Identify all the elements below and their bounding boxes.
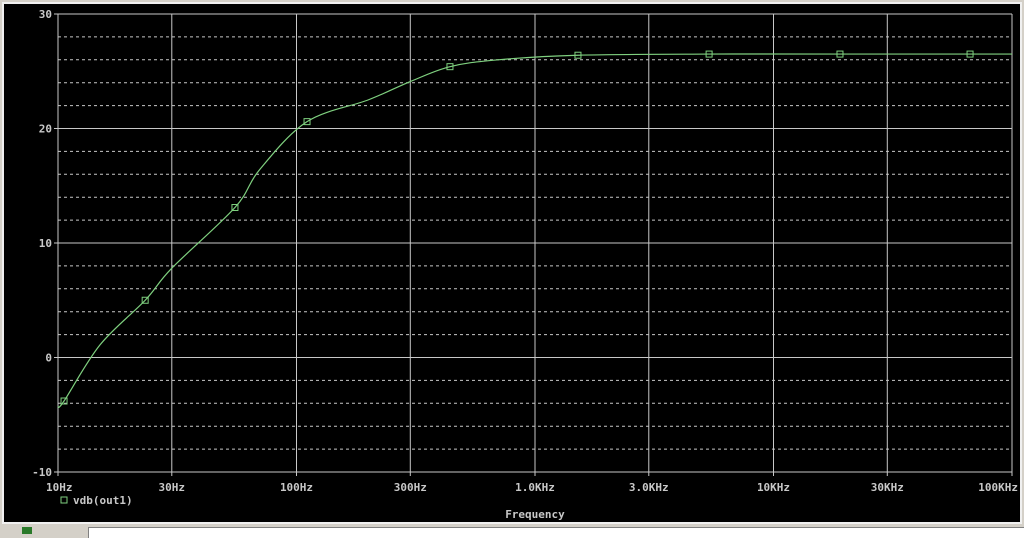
data-point-marker [446, 63, 454, 71]
legend-label: vdb(out1) [73, 494, 133, 507]
data-point-marker [836, 50, 844, 58]
x-tick-label: 100KHz [978, 481, 1018, 494]
chart[interactable]: -10 0 10 20 30 10Hz 30Hz 100Hz 300Hz 1.0KHz 3.0KHz… [0, 0, 1024, 524]
x-tick-label: 10Hz [46, 481, 73, 494]
data-point-marker [574, 51, 582, 59]
y-tick-label: -10 [32, 466, 52, 479]
y-tick-label: 20 [39, 123, 52, 136]
data-point-marker [231, 204, 239, 212]
series-line [57, 53, 1012, 408]
data-point-marker [966, 50, 974, 58]
data-point-marker [705, 50, 713, 58]
x-tick-label: 1.0KHz [515, 481, 555, 494]
y-tick-label: 30 [39, 8, 52, 21]
data-point-marker [60, 397, 68, 405]
x-axis-label: Frequency [505, 508, 565, 521]
legend-marker [60, 496, 68, 504]
x-tick-label: 10KHz [757, 481, 790, 494]
x-tick-label: 3.0KHz [629, 481, 669, 494]
data-point-marker [303, 118, 311, 126]
x-tick-label: 30Hz [159, 481, 186, 494]
x-tick-label: 100Hz [280, 481, 313, 494]
status-field [88, 527, 1024, 538]
status-icon [22, 527, 32, 534]
x-tick-label: 30KHz [871, 481, 904, 494]
data-point-marker [141, 296, 149, 304]
y-tick-label: 0 [45, 352, 52, 365]
y-tick-label: 10 [39, 237, 52, 250]
x-tick-label: 300Hz [394, 481, 427, 494]
